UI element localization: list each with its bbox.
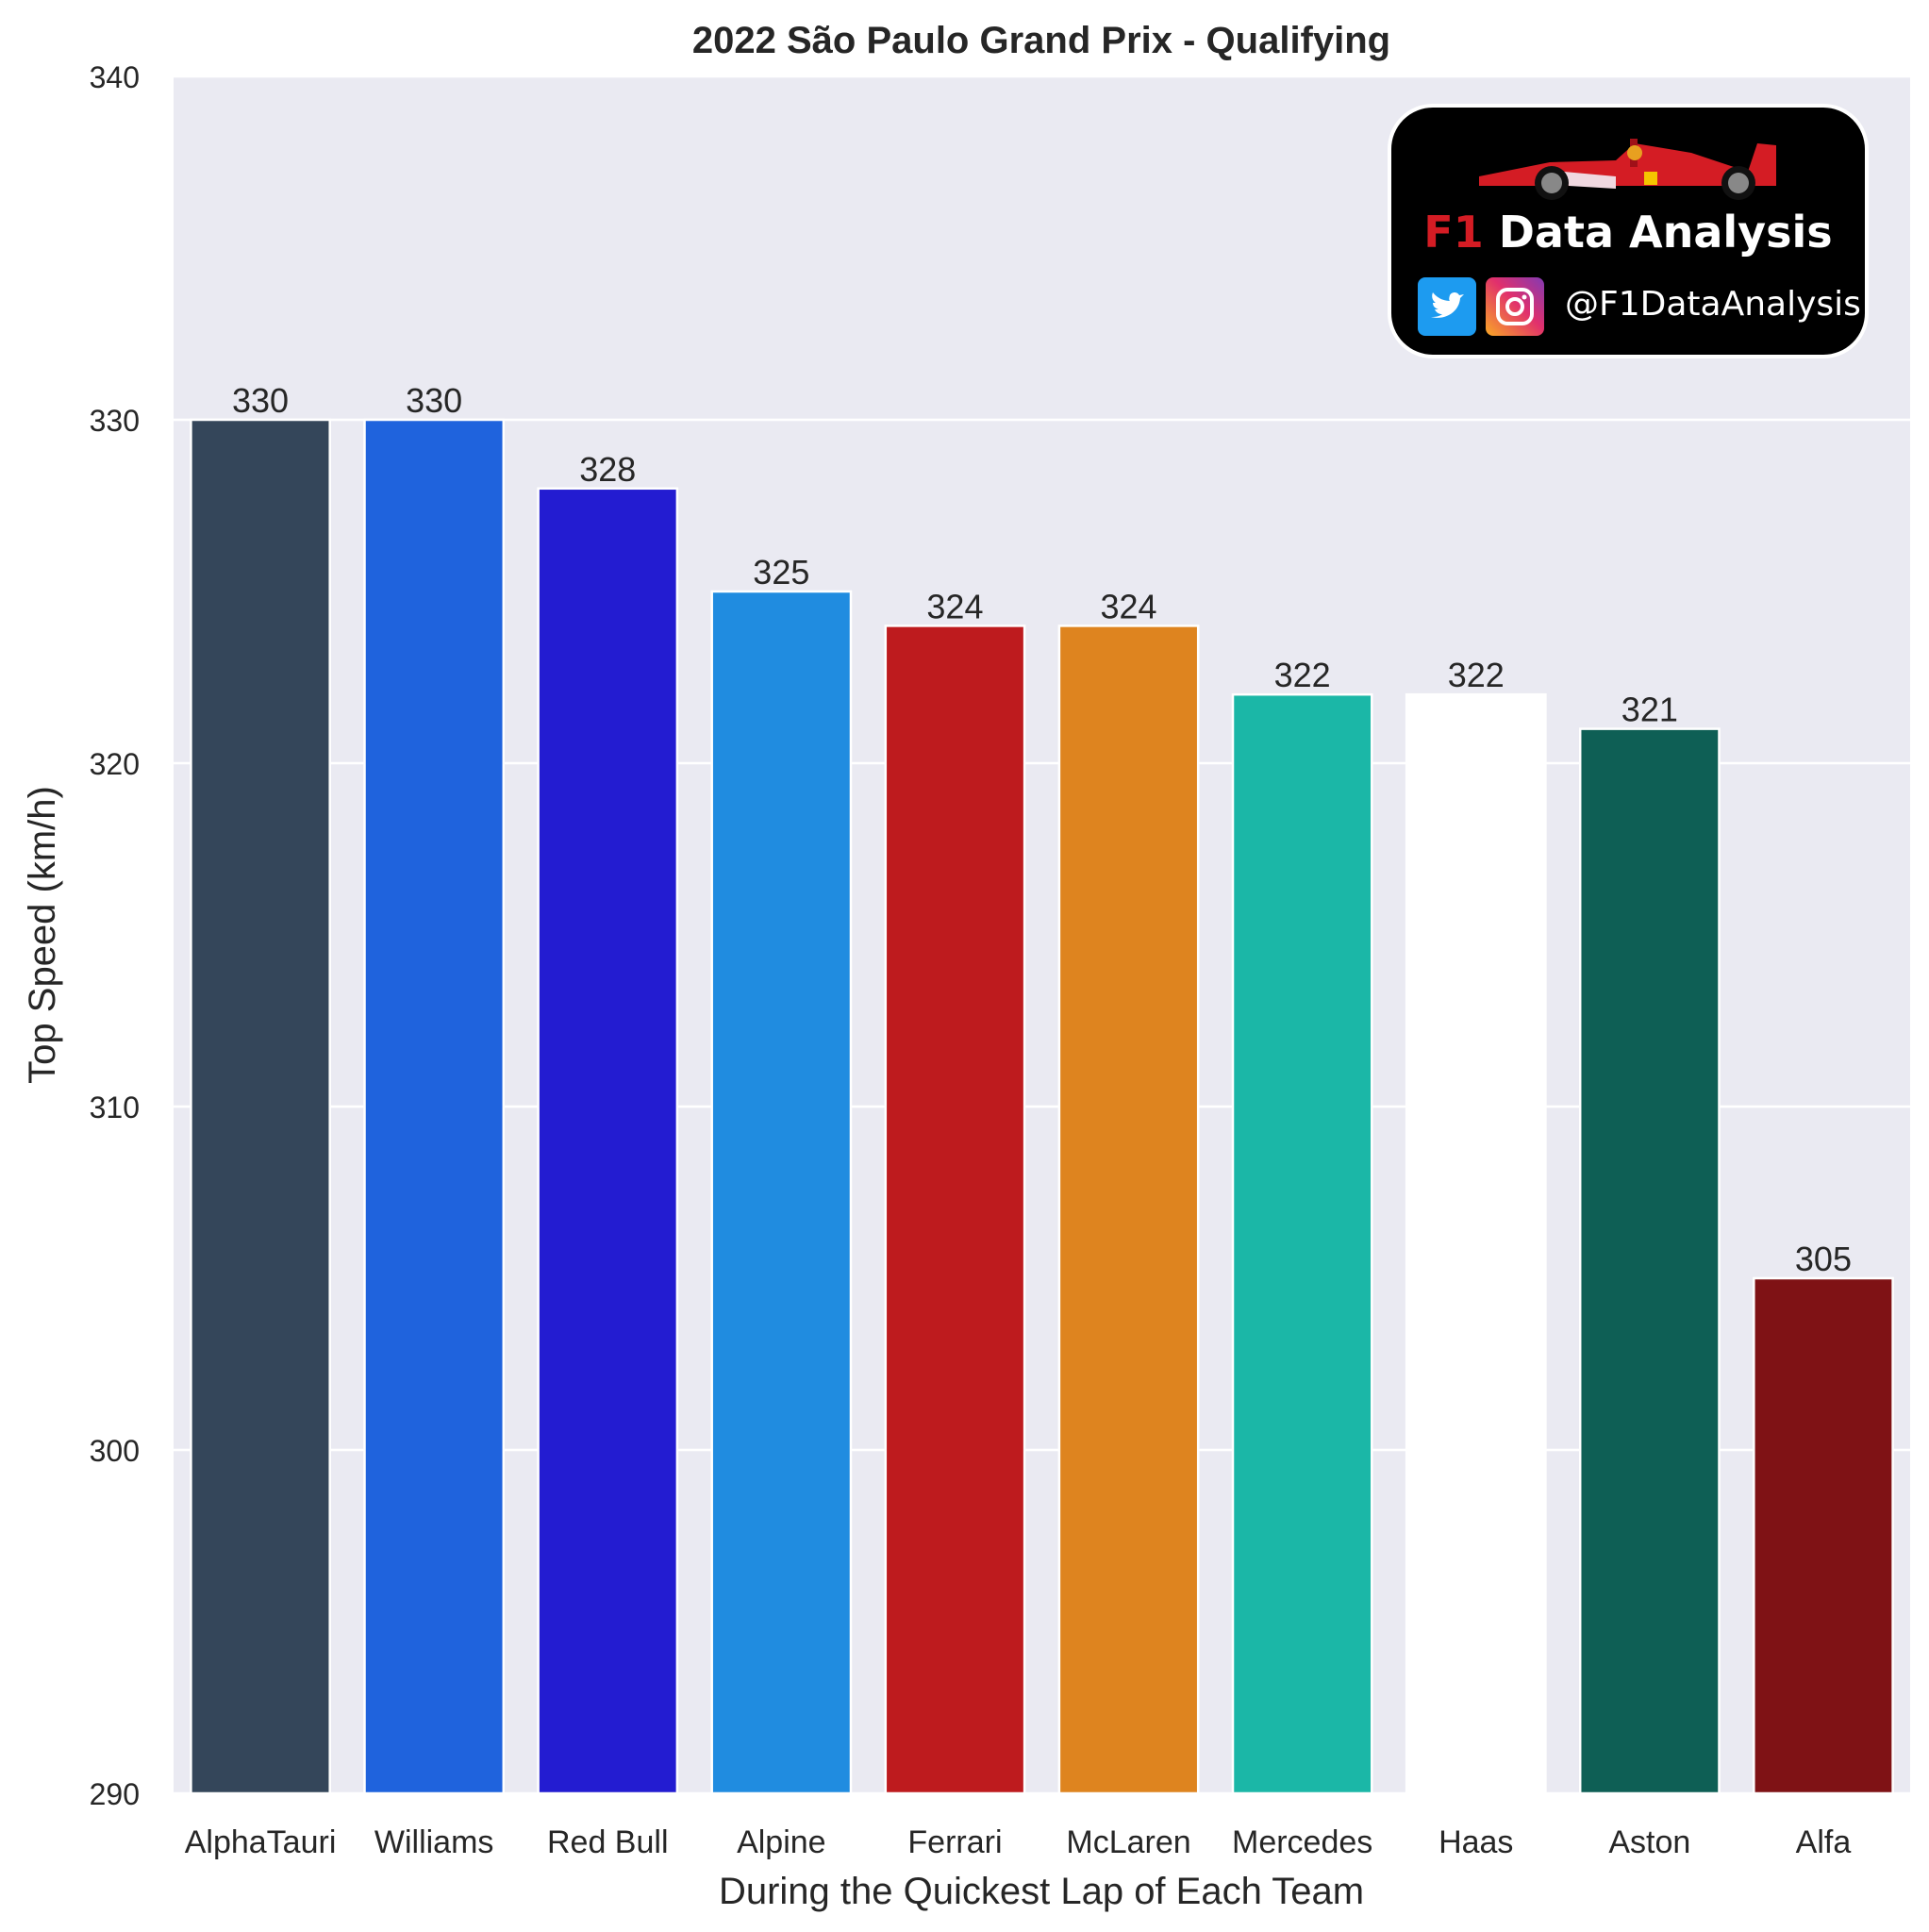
chart-title: 2022 São Paulo Grand Prix - Qualifying xyxy=(692,20,1390,61)
x-tick-label: Red Bull xyxy=(547,1824,669,1860)
x-tick-label: Williams xyxy=(374,1824,494,1860)
y-tick-label: 320 xyxy=(90,747,140,781)
bar-value-label: 322 xyxy=(1274,656,1331,694)
y-tick-label: 310 xyxy=(90,1091,140,1124)
bar-value-label: 330 xyxy=(406,381,462,420)
bar-value-label: 324 xyxy=(1101,587,1157,625)
bar-value-label: 322 xyxy=(1448,656,1505,694)
twitter-icon xyxy=(1418,277,1476,336)
logo-handle: @F1DataAnalysis xyxy=(1565,285,1861,324)
bar-red-bull xyxy=(537,487,679,1795)
x-axis-label: During the Quickest Lap of Each Team xyxy=(719,1871,1364,1912)
logo-title: F1 Data Analysis xyxy=(1391,207,1865,258)
x-tick-label: Ferrari xyxy=(907,1824,1002,1860)
bar-williams xyxy=(363,418,506,1795)
bar-value-label: 325 xyxy=(753,553,809,591)
bar-value-label: 328 xyxy=(579,450,636,489)
x-tick-label: Aston xyxy=(1608,1824,1690,1860)
x-tick-label: McLaren xyxy=(1066,1824,1190,1860)
bar-ferrari xyxy=(884,625,1026,1795)
f1-car-icon xyxy=(1479,139,1776,200)
x-tick-label: Alfa xyxy=(1796,1824,1852,1860)
instagram-icon xyxy=(1486,277,1544,336)
x-tick-label: Haas xyxy=(1438,1824,1513,1860)
y-tick-label: 330 xyxy=(90,404,140,438)
bar-mclaren xyxy=(1057,625,1200,1795)
bar-value-label: 324 xyxy=(926,587,983,625)
logo-f1: F1 xyxy=(1423,207,1484,258)
logo-brand: Data Analysis xyxy=(1498,207,1833,258)
y-tick-label: 300 xyxy=(90,1434,140,1468)
x-tick-label: Mercedes xyxy=(1232,1824,1372,1860)
bar-haas xyxy=(1405,692,1547,1795)
x-tick-label: AlphaTauri xyxy=(185,1824,337,1860)
bar-value-label: 330 xyxy=(232,381,289,420)
bar-alpine xyxy=(710,590,853,1795)
bar-mercedes xyxy=(1231,692,1373,1795)
bar-alfa xyxy=(1753,1276,1894,1795)
y-tick-label: 340 xyxy=(90,60,140,94)
y-axis-label: Top Speed (km/h) xyxy=(22,786,63,1084)
x-tick-label: Alpine xyxy=(737,1824,826,1860)
f1-data-analysis-logo: F1 Data Analysis @F1DataAnalysis xyxy=(1388,104,1869,358)
bar-alphatauri xyxy=(190,418,331,1795)
bar-value-label: 305 xyxy=(1795,1240,1852,1278)
bar-value-label: 321 xyxy=(1621,691,1678,729)
y-tick-label: 290 xyxy=(90,1777,140,1811)
bar-aston xyxy=(1578,727,1721,1795)
